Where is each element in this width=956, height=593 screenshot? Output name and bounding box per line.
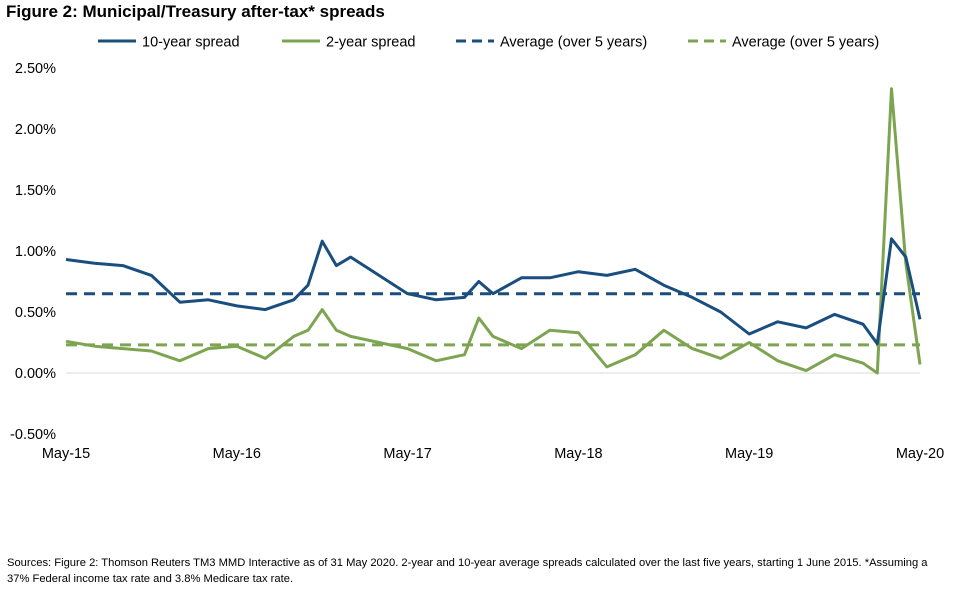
- chart-title: Figure 2: Municipal/Treasury after-tax* …: [6, 2, 385, 21]
- y-tick-label: 2.00%: [15, 122, 56, 138]
- y-tick-label: -0.50%: [10, 427, 56, 443]
- legend: 10-year spread 2-year spread Average (over…: [98, 35, 879, 51]
- series-10-year-line: [65, 237, 922, 346]
- series-layer: [65, 87, 922, 375]
- y-axis: -0.50% 0.00% 0.50% 1.00% 1.50% 2.00% 2.50%: [10, 61, 56, 443]
- legend-2-year-spread: 2-year spread: [326, 35, 415, 51]
- legend-average-10-year: Average (over 5 years): [500, 35, 647, 51]
- series-2-year-line: [65, 87, 922, 375]
- y-tick-label: 0.50%: [15, 305, 56, 321]
- sources-note: Sources: Figure 2: Thomson Reuters TM3 M…: [7, 557, 928, 585]
- y-tick-label: 0.00%: [15, 366, 56, 382]
- legend-10-year-spread: 10-year spread: [142, 35, 240, 51]
- y-tick-label: 1.50%: [15, 183, 56, 199]
- x-tick-label: May-18: [554, 446, 602, 462]
- chart-area: 10-year spread 2-year spread Average (over…: [10, 35, 944, 463]
- x-tick-label: May-15: [42, 446, 90, 462]
- x-axis: May-15 May-16 May-17 May-18 May-19 May-20: [42, 372, 944, 462]
- y-tick-label: 2.50%: [15, 61, 56, 77]
- y-tick-label: 1.00%: [15, 244, 56, 260]
- x-tick-label: May-16: [213, 446, 261, 462]
- legend-average-2-year: Average (over 5 years): [732, 35, 879, 51]
- x-tick-label: May-17: [383, 446, 431, 462]
- x-tick-label: May-19: [725, 446, 773, 462]
- x-tick-label: May-20: [896, 446, 944, 462]
